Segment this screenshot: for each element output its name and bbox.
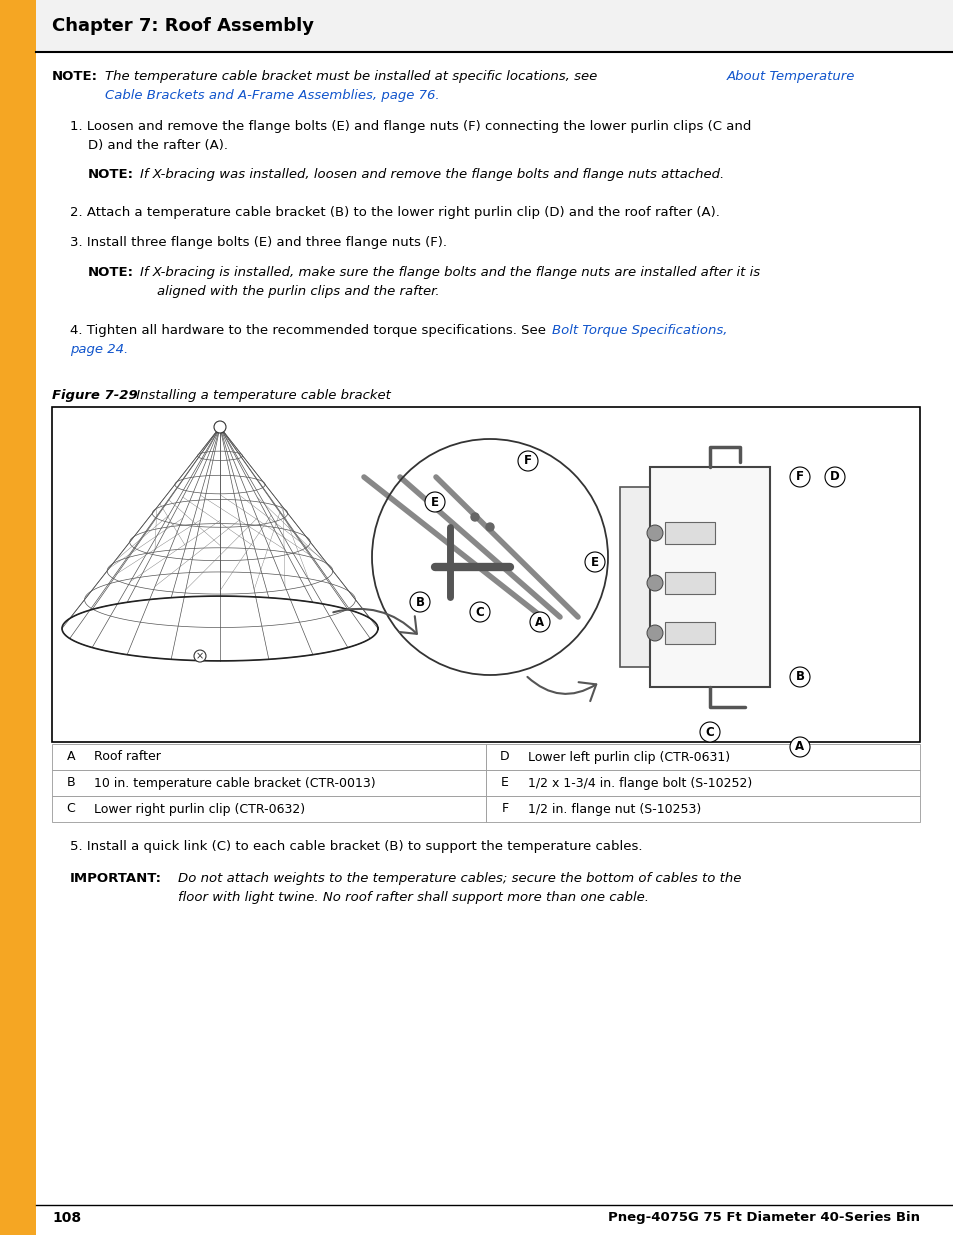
Circle shape	[517, 451, 537, 471]
Text: aligned with the purlin clips and the rafter.: aligned with the purlin clips and the ra…	[157, 285, 439, 298]
Bar	[619, 487, 669, 667]
Text: Bolt Torque Specifications,: Bolt Torque Specifications,	[552, 324, 727, 337]
Text: E: E	[431, 495, 438, 509]
Text: NOTE:: NOTE:	[52, 70, 98, 83]
Text: Pneg-4075G 75 Ft Diameter 40-Series Bin: Pneg-4075G 75 Ft Diameter 40-Series Bin	[607, 1212, 919, 1224]
Text: C: C	[476, 605, 484, 619]
Circle shape	[646, 525, 662, 541]
Circle shape	[646, 625, 662, 641]
Text: Roof rafter: Roof rafter	[94, 751, 161, 763]
Bar	[52, 769, 485, 797]
Text: Installing a temperature cable bracket: Installing a temperature cable bracket	[132, 389, 391, 403]
Circle shape	[789, 667, 809, 687]
Text: Chapter 7: Roof Assembly: Chapter 7: Roof Assembly	[52, 17, 314, 35]
Circle shape	[789, 737, 809, 757]
Text: B: B	[416, 595, 424, 609]
Circle shape	[471, 513, 478, 521]
Text: A: A	[67, 751, 75, 763]
Text: page 24.: page 24.	[70, 343, 128, 356]
Bar	[664, 522, 714, 543]
Text: 1. Loosen and remove the flange bolts (E) and flange nuts (F) connecting the low: 1. Loosen and remove the flange bolts (E…	[70, 120, 751, 133]
Bar	[52, 743, 485, 769]
Text: NOTE:: NOTE:	[88, 168, 133, 182]
Bar	[52, 408, 919, 742]
Text: B: B	[795, 671, 803, 683]
Text: 108: 108	[52, 1212, 81, 1225]
Bar	[485, 743, 919, 769]
Bar	[36, 0, 953, 52]
Bar	[485, 797, 919, 823]
Circle shape	[470, 601, 490, 622]
Bar	[664, 572, 714, 594]
Text: C: C	[67, 803, 75, 815]
Text: 1/2 x 1-3/4 in. flange bolt (S-10252): 1/2 x 1-3/4 in. flange bolt (S-10252)	[527, 777, 752, 789]
Bar	[52, 797, 485, 823]
Text: F: F	[795, 471, 803, 483]
FancyArrowPatch shape	[527, 677, 596, 701]
Text: F: F	[523, 454, 532, 468]
Text: NOTE:: NOTE:	[88, 266, 133, 279]
Text: E: E	[590, 556, 598, 568]
Bar	[649, 467, 769, 687]
Text: IMPORTANT:: IMPORTANT:	[70, 872, 162, 885]
Text: C: C	[705, 725, 714, 739]
Text: B: B	[67, 777, 75, 789]
Text: 4. Tighten all hardware to the recommended torque specifications. See: 4. Tighten all hardware to the recommend…	[70, 324, 550, 337]
Text: 5. Install a quick link (C) to each cable bracket (B) to support the temperature: 5. Install a quick link (C) to each cabl…	[70, 840, 641, 853]
Circle shape	[824, 467, 844, 487]
Text: The temperature cable bracket must be installed at specific locations, see: The temperature cable bracket must be in…	[105, 70, 601, 83]
Text: F: F	[501, 803, 508, 815]
Circle shape	[530, 613, 550, 632]
Text: Do not attach weights to the temperature cables; secure the bottom of cables to : Do not attach weights to the temperature…	[178, 872, 740, 885]
Text: Lower left purlin clip (CTR-0631): Lower left purlin clip (CTR-0631)	[527, 751, 729, 763]
Circle shape	[700, 722, 720, 742]
Text: E: E	[500, 777, 508, 789]
Text: D: D	[499, 751, 509, 763]
Bar	[664, 622, 714, 643]
Bar	[0, 1205, 36, 1235]
Text: 1/2 in. flange nut (S-10253): 1/2 in. flange nut (S-10253)	[527, 803, 700, 815]
Text: About Temperature: About Temperature	[726, 70, 855, 83]
Text: 3. Install three flange bolts (E) and three flange nuts (F).: 3. Install three flange bolts (E) and th…	[70, 236, 447, 249]
Text: floor with light twine. No roof rafter shall support more than one cable.: floor with light twine. No roof rafter s…	[178, 890, 648, 904]
Text: Cable Brackets and A-Frame Assemblies, page 76.: Cable Brackets and A-Frame Assemblies, p…	[105, 89, 439, 103]
Circle shape	[213, 421, 226, 433]
Text: A: A	[795, 741, 803, 753]
Text: Figure 7-29: Figure 7-29	[52, 389, 137, 403]
Text: D: D	[829, 471, 839, 483]
Text: A: A	[535, 615, 544, 629]
Circle shape	[193, 650, 206, 662]
Circle shape	[646, 576, 662, 592]
FancyArrowPatch shape	[333, 609, 416, 634]
Text: ×: ×	[195, 651, 204, 661]
Bar	[0, 0, 36, 1235]
Text: D) and the rafter (A).: D) and the rafter (A).	[88, 140, 228, 152]
Text: If X-bracing was installed, loosen and remove the flange bolts and flange nuts a: If X-bracing was installed, loosen and r…	[140, 168, 723, 182]
Circle shape	[410, 592, 430, 613]
Circle shape	[789, 467, 809, 487]
Text: 10 in. temperature cable bracket (CTR-0013): 10 in. temperature cable bracket (CTR-00…	[94, 777, 375, 789]
Circle shape	[485, 522, 494, 531]
Text: Lower right purlin clip (CTR-0632): Lower right purlin clip (CTR-0632)	[94, 803, 305, 815]
Bar	[485, 769, 919, 797]
Circle shape	[424, 492, 444, 513]
Circle shape	[584, 552, 604, 572]
Text: If X-bracing is installed, make sure the flange bolts and the flange nuts are in: If X-bracing is installed, make sure the…	[140, 266, 760, 279]
Text: 2. Attach a temperature cable bracket (B) to the lower right purlin clip (D) and: 2. Attach a temperature cable bracket (B…	[70, 206, 720, 219]
